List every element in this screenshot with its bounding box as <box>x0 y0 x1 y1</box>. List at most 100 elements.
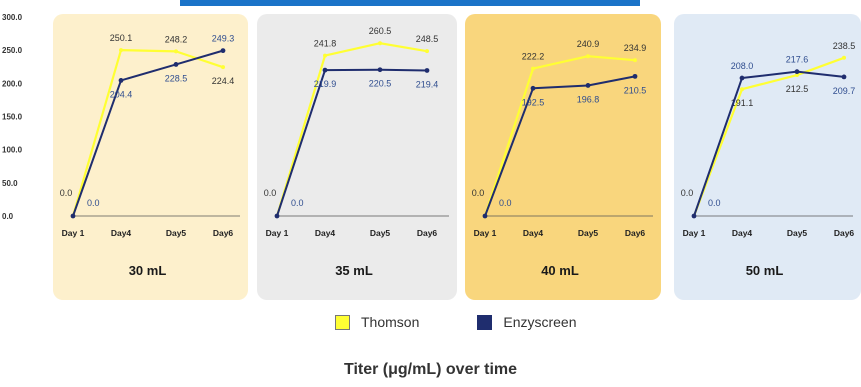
data-label-enzyscreen: 219.9 <box>314 79 337 89</box>
data-point-thomson <box>842 55 846 60</box>
data-point-enzyscreen <box>322 67 328 73</box>
panel-background-2 <box>465 14 661 300</box>
data-point-thomson <box>531 66 535 71</box>
data-label-enzyscreen: 220.5 <box>369 79 392 89</box>
data-point-thomson <box>740 87 744 92</box>
data-label-thomson: 0.0 <box>264 188 277 198</box>
data-point-enzyscreen <box>424 68 430 73</box>
data-point-enzyscreen <box>691 213 697 219</box>
data-label-enzyscreen: 209.7 <box>833 86 856 96</box>
data-point-thomson <box>323 53 327 58</box>
data-label-thomson: 238.5 <box>833 41 856 51</box>
legend-label-enzyscreen: Enzyscreen <box>503 314 577 330</box>
data-label-enzyscreen: 208.0 <box>731 61 754 71</box>
chart-caption: Titer (μg/mL) over time <box>343 361 518 378</box>
panel-background-1 <box>257 14 457 300</box>
data-point-enzyscreen <box>274 213 280 219</box>
data-point-thomson <box>174 49 178 54</box>
data-label-thomson: 191.1 <box>731 98 754 108</box>
data-point-thomson <box>795 73 799 78</box>
panel-label: 30 mL <box>129 263 167 278</box>
data-label-thomson: 222.2 <box>522 52 545 62</box>
panel-background-0 <box>53 14 248 300</box>
panel-label: 35 mL <box>335 263 373 278</box>
panel-40-ml: Day 1 Day4 Day5 Day6 40 mL 0.0 222.2 240.9 234.9… <box>472 39 653 278</box>
data-point-enzyscreen <box>118 78 124 83</box>
data-label-enzyscreen: 196.8 <box>577 94 600 104</box>
data-label-thomson: 241.8 <box>314 39 337 49</box>
panel-background-3 <box>674 14 861 300</box>
y-tick-label: 50.0 <box>2 179 18 188</box>
data-point-thomson <box>586 54 590 59</box>
legend-swatch-thomson <box>335 314 350 330</box>
data-label-thomson: 260.5 <box>369 26 392 36</box>
panel-50-ml: Day 1 Day4 Day5 Day6 50 mL 0.0 191.1 212.5 238.5… <box>681 41 856 278</box>
data-point-enzyscreen <box>220 48 226 54</box>
data-point-enzyscreen <box>70 213 76 219</box>
x-tick-label: Day 1 <box>62 228 85 238</box>
series-line-thomson <box>275 42 428 217</box>
data-point-enzyscreen <box>377 67 383 73</box>
data-point-enzyscreen <box>794 69 800 75</box>
series-line-enzyscreen <box>72 49 224 217</box>
data-label-thomson: 212.5 <box>786 84 809 94</box>
x-tick-label: Day4 <box>111 228 132 238</box>
data-label-thomson: 248.5 <box>416 34 439 44</box>
data-label-thomson: 0.0 <box>60 188 73 198</box>
data-label-enzyscreen: 249.3 <box>212 34 235 44</box>
y-tick-label: 250.0 <box>2 46 23 55</box>
series-line-enzyscreen <box>693 70 845 217</box>
y-tick-label: 100.0 <box>2 146 23 155</box>
data-label-enzyscreen: 192.5 <box>522 97 545 107</box>
x-tick-label: Day 1 <box>474 228 497 238</box>
legend-label-thomson: Thomson <box>361 314 420 330</box>
x-tick-label: Day6 <box>213 228 234 238</box>
data-point-enzyscreen <box>530 85 536 91</box>
data-point-enzyscreen <box>841 74 847 80</box>
y-tick-label: 150.0 <box>2 113 23 122</box>
panel-label: 50 mL <box>746 263 784 278</box>
x-tick-label: Day5 <box>787 228 808 238</box>
data-point-thomson <box>378 41 382 46</box>
data-label-enzyscreen: 0.0 <box>499 198 512 208</box>
data-point-enzyscreen <box>482 213 488 219</box>
data-label-enzyscreen: 0.0 <box>87 198 100 208</box>
legend-item-enzyscreen: Enzyscreen <box>477 314 577 330</box>
data-label-thomson: 248.2 <box>165 34 188 44</box>
series-line-enzyscreen <box>484 75 636 217</box>
data-point-thomson <box>633 58 637 63</box>
data-label-thomson: 250.1 <box>110 33 133 43</box>
legend-item-thomson: Thomson <box>335 314 419 330</box>
header-strip <box>180 0 640 6</box>
data-point-enzyscreen <box>632 73 638 79</box>
chart-legend: Thomson Enzyscreen <box>335 312 635 332</box>
data-point-enzyscreen <box>585 83 591 88</box>
data-label-enzyscreen: 0.0 <box>291 198 304 208</box>
data-point-enzyscreen <box>173 62 179 67</box>
series-line-thomson <box>483 55 636 217</box>
panel-35-ml: Day 1 Day4 Day5 Day6 35 mL 0.0 241.8 260.5 248.5… <box>264 26 449 278</box>
y-tick-label: 300.0 <box>2 13 23 22</box>
x-tick-label: Day 1 <box>266 228 289 238</box>
x-tick-label: Day4 <box>732 228 753 238</box>
legend-swatch-enzyscreen <box>477 314 493 330</box>
panel-label: 40 mL <box>541 263 579 278</box>
data-label-thomson: 0.0 <box>472 188 485 198</box>
x-tick-label: Day6 <box>417 228 438 238</box>
x-tick-label: Day5 <box>578 228 599 238</box>
series-line-enzyscreen <box>276 68 428 217</box>
x-tick-label: Day6 <box>834 228 855 238</box>
data-label-enzyscreen: 210.5 <box>624 85 647 95</box>
data-point-enzyscreen <box>739 75 745 81</box>
x-tick-label: Day4 <box>523 228 544 238</box>
data-label-thomson: 240.9 <box>577 39 600 49</box>
data-label-enzyscreen: 217.6 <box>786 55 809 65</box>
series-line-thomson <box>71 49 224 217</box>
y-axis: 300.0 250.0 200.0 150.0 100.0 50.0 0.0 <box>2 13 23 221</box>
data-label-enzyscreen: 0.0 <box>708 198 721 208</box>
data-label-enzyscreen: 219.4 <box>416 79 439 89</box>
x-tick-label: Day 1 <box>683 228 706 238</box>
y-tick-label: 0.0 <box>2 212 14 221</box>
data-point-thomson <box>221 65 225 70</box>
